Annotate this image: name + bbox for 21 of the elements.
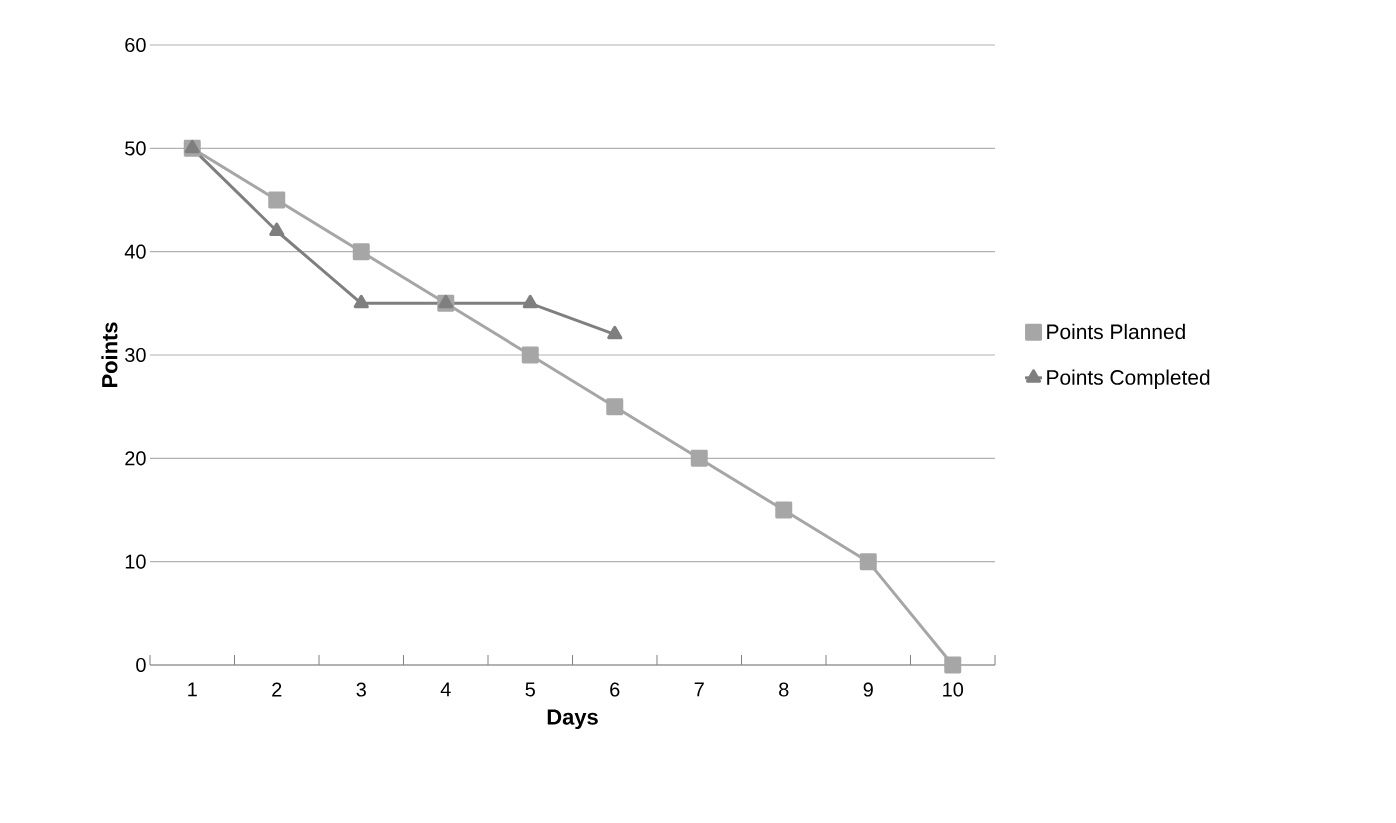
y-tick-label: 30	[125, 347, 146, 363]
x-tick-label: 7	[694, 682, 704, 697]
y-tick-label: 0	[136, 657, 146, 673]
x-tick-label: 3	[356, 682, 366, 697]
y-tick-label: 20	[125, 451, 146, 466]
x-tick-label: 1	[188, 682, 197, 697]
x-axis-title: Days	[547, 709, 598, 730]
x-tick-label: 5	[525, 682, 535, 697]
y-tick-label: 40	[124, 244, 146, 259]
x-tick-label: 4	[440, 682, 451, 697]
legend-label: Points Completed	[1047, 369, 1210, 389]
y-tick-label: 50	[125, 141, 146, 156]
x-tick-label: 6	[610, 682, 620, 697]
x-tick-label: 10	[943, 682, 964, 697]
x-tick-label: 8	[779, 682, 789, 697]
x-tick-label: 9	[863, 682, 873, 697]
y-axis-title: Points	[101, 322, 118, 388]
legend-label: Points Planned	[1047, 323, 1185, 340]
y-tick-label: 60	[125, 37, 146, 53]
y-tick-label: 10	[125, 554, 146, 569]
x-tick-label: 2	[272, 682, 282, 697]
